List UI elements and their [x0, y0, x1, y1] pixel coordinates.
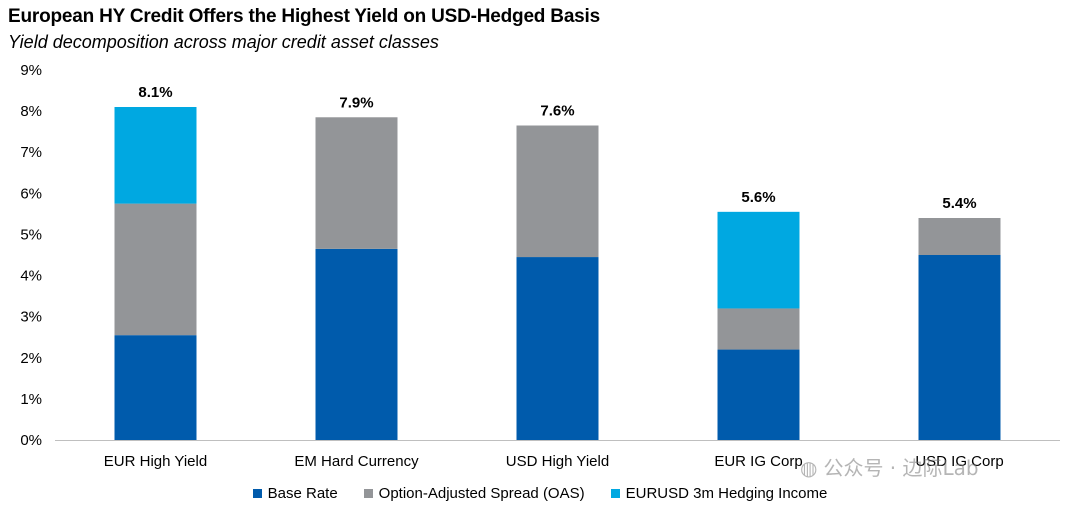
y-tick-label: 6%: [20, 185, 42, 202]
y-tick-label: 9%: [20, 62, 42, 79]
y-tick-label: 0%: [20, 432, 42, 449]
legend-item-base-rate: Base Rate: [252, 484, 338, 502]
watermark: ◍ 公众号 · 边际Lab: [800, 452, 979, 481]
legend-swatch-oas: [363, 488, 373, 498]
legend-swatch-base-rate: [252, 488, 262, 498]
x-axis: EUR High Yield EM Hard Currency USD High Y…: [55, 440, 1060, 470]
bar-segment-hedging: [114, 107, 197, 204]
legend-label-base-rate: Base Rate: [267, 484, 338, 502]
bar-segment-oas: [114, 203, 197, 336]
y-tick-label: 8%: [20, 103, 42, 120]
bar-segment-base-rate: [918, 255, 1001, 440]
y-tick-label: 4%: [20, 268, 42, 285]
bar-segment-oas: [717, 308, 800, 350]
x-tick-label: EUR High Yield: [104, 453, 207, 470]
chart-title: European HY Credit Offers the Highest Yi…: [8, 6, 600, 27]
y-tick-label: 5%: [20, 226, 42, 243]
x-tick-label: EUR IG Corp: [714, 453, 802, 470]
bar-total-label: 8.1%: [138, 84, 172, 101]
bar-total-label: 5.6%: [741, 189, 775, 206]
bar-segment-base-rate: [315, 248, 398, 440]
legend-item-hedging: EURUSD 3m Hedging Income: [610, 484, 828, 502]
wechat-icon: ◍: [800, 456, 818, 480]
y-tick-label: 7%: [20, 144, 42, 161]
bar-total-label: 5.4%: [942, 195, 976, 212]
y-axis: 0% 1% 2% 3% 4% 5% 6% 7% 8% 9%: [20, 62, 42, 449]
bar-group: 8.1% 7.9% 7.6% 5.6% 5.4%: [114, 84, 1001, 440]
bar-total-label: 7.9%: [339, 94, 373, 111]
y-tick-label: 3%: [20, 309, 42, 326]
x-tick-label: EM Hard Currency: [294, 453, 419, 470]
watermark-text: 公众号 · 边际Lab: [823, 456, 979, 480]
legend-label-hedging: EURUSD 3m Hedging Income: [625, 484, 828, 502]
legend-item-oas: Option-Adjusted Spread (OAS): [363, 484, 585, 502]
legend: Base Rate Option-Adjusted Spread (OAS) E…: [0, 482, 1080, 504]
bar-segment-oas: [918, 218, 1001, 255]
legend-swatch-hedging: [610, 488, 620, 498]
bar-segment-oas: [315, 117, 398, 249]
bar-segment-oas: [516, 125, 599, 258]
y-tick-label: 2%: [20, 350, 42, 367]
x-tick-label: USD High Yield: [506, 453, 609, 470]
bar-segment-base-rate: [516, 257, 599, 440]
bar-segment-base-rate: [114, 335, 197, 440]
legend-label-oas: Option-Adjusted Spread (OAS): [378, 484, 585, 502]
stacked-bar-chart: 0% 1% 2% 3% 4% 5% 6% 7% 8% 9% 8.1% 7.9% 7.6% 5.6% 5.4…: [20, 62, 1060, 470]
x-tick-label: USD IG Corp: [915, 453, 1003, 470]
bar-segment-base-rate: [717, 349, 800, 440]
y-tick-label: 1%: [20, 391, 42, 408]
chart-subtitle: Yield decomposition across major credit …: [8, 32, 439, 52]
bar-segment-hedging: [717, 211, 800, 309]
bar-total-label: 7.6%: [540, 103, 574, 120]
